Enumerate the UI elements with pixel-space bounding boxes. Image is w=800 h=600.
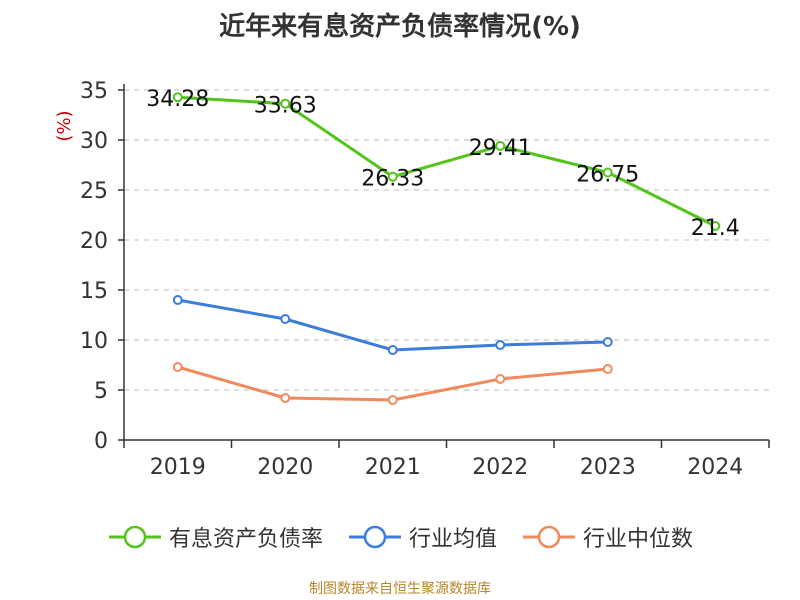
y-tick-label: 5: [94, 379, 108, 404]
legend-item-avg[interactable]: 行业均值: [347, 519, 497, 555]
data-label: 26.33: [361, 167, 424, 192]
legend-label-median: 行业中位数: [583, 527, 694, 552]
legend-marker-avg: [348, 525, 401, 549]
series-line: [177, 95, 716, 228]
data-label: 21.4: [691, 216, 740, 241]
x-tick-label: 2020: [257, 455, 313, 480]
legend-label-main: 有息资产负债率: [168, 527, 323, 552]
y-tick-label: 15: [80, 279, 108, 304]
data-point: [495, 340, 506, 350]
line-chart: 0 5 10 15 20 25 30 35 2019 2020 2021 2022 2023 2024 (%…: [54, 79, 770, 480]
y-axis-label: (%): [54, 110, 75, 141]
legend-item-main[interactable]: 有息资产负债率: [107, 519, 323, 555]
data-point: [495, 140, 506, 151]
data-point: [172, 92, 183, 103]
x-tick-label: 2022: [472, 455, 528, 480]
data-point: [172, 295, 183, 305]
y-tick-label: 0: [94, 429, 108, 454]
y-tick-label: 10: [80, 329, 108, 354]
data-point: [387, 171, 398, 182]
data-label: 34.28: [146, 87, 209, 112]
data-point: [280, 393, 291, 403]
x-tick-label: 2021: [365, 455, 421, 480]
data-label: 29.41: [469, 136, 532, 161]
y-tick-label: 25: [80, 179, 108, 204]
data-point: [495, 374, 506, 384]
data-point: [602, 337, 613, 347]
legend-item-median[interactable]: 行业中位数: [521, 519, 693, 555]
data-point: [280, 98, 291, 109]
x-tick-label: 2023: [580, 455, 636, 480]
x-tick-label: 2019: [150, 455, 206, 480]
legend-label-avg: 行业均值: [408, 527, 497, 552]
data-point: [602, 364, 613, 374]
data-label: 33.63: [254, 94, 317, 119]
legend-marker-median: [523, 525, 575, 549]
data-point: [710, 221, 721, 231]
x-tick-label: 2024: [687, 455, 743, 480]
series-line: [177, 298, 608, 352]
data-point: [387, 345, 398, 355]
data-point: [602, 167, 613, 178]
y-tick-label: 30: [80, 129, 108, 154]
legend: 有息资产负债率 行业均值 行业中位数: [0, 519, 800, 555]
data-point: [280, 314, 291, 324]
data-label: 26.75: [576, 163, 639, 188]
source-note: 制图数据来自恒生聚源数据库: [309, 581, 491, 597]
data-point: [172, 362, 183, 372]
data-point: [387, 395, 398, 405]
legend-marker-main: [108, 525, 161, 549]
chart-title: 近年来有息资产负债率情况(%): [219, 12, 581, 42]
y-tick-label: 35: [80, 79, 108, 104]
y-tick-label: 20: [80, 229, 108, 254]
